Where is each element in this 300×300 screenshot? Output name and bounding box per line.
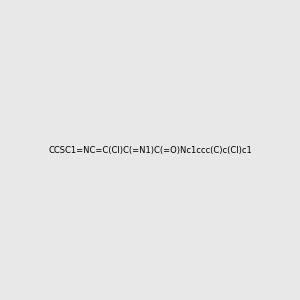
Text: CCSC1=NC=C(Cl)C(=N1)C(=O)Nc1ccc(C)c(Cl)c1: CCSC1=NC=C(Cl)C(=N1)C(=O)Nc1ccc(C)c(Cl)c… xyxy=(48,146,252,154)
